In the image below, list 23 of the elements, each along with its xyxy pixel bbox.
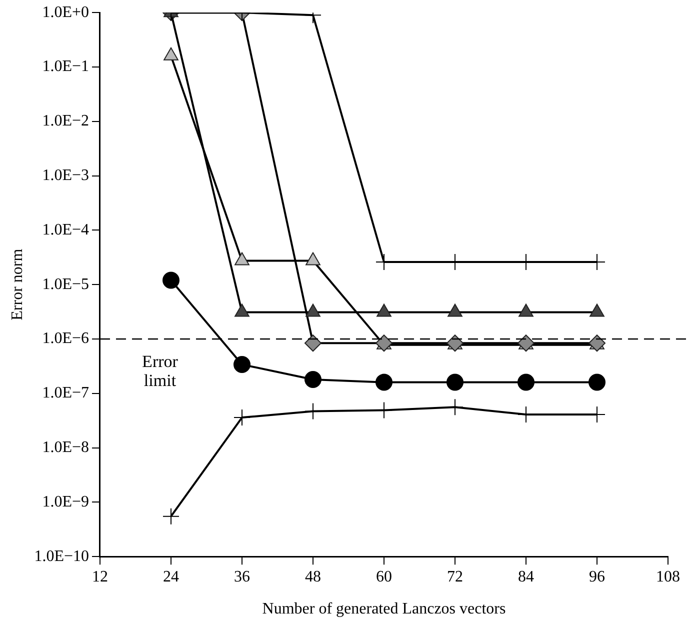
x-tick-label: 108 (656, 568, 680, 586)
y-tick-label: 1.0E+0 (42, 4, 89, 21)
y-axis-title: Error norm (8, 248, 26, 320)
y-tick-label: 1.0E−8 (42, 439, 89, 456)
y-tick-label: 1.0E−7 (42, 384, 89, 402)
x-axis-title: Number of generated Lanczos vectors (262, 600, 506, 618)
ref-line-label: Error limit (142, 352, 178, 390)
x-tick-label: 84 (518, 568, 534, 586)
y-tick-label: 1.0E−2 (42, 112, 89, 130)
x-tick-label: 72 (447, 568, 463, 586)
y-tick-label: 1.0E−10 (34, 548, 89, 565)
y-tick-label: 1.0E−5 (42, 276, 89, 293)
x-tick-label: 24 (162, 568, 179, 586)
x-tick-label: 48 (305, 568, 321, 586)
y-tick-label: 1.0E−9 (42, 493, 89, 510)
y-tick-label: 1.0E−3 (42, 167, 89, 184)
x-tick-label: 96 (589, 568, 605, 586)
y-tick-label: 1.0E−1 (42, 58, 89, 76)
y-tick-label: 1.0E−4 (42, 221, 89, 238)
x-tick-label: 60 (376, 568, 392, 586)
y-tick-label: 1.0E−6 (42, 330, 89, 348)
x-tick-label: 12 (92, 568, 108, 586)
x-tick-label: 36 (234, 568, 250, 586)
